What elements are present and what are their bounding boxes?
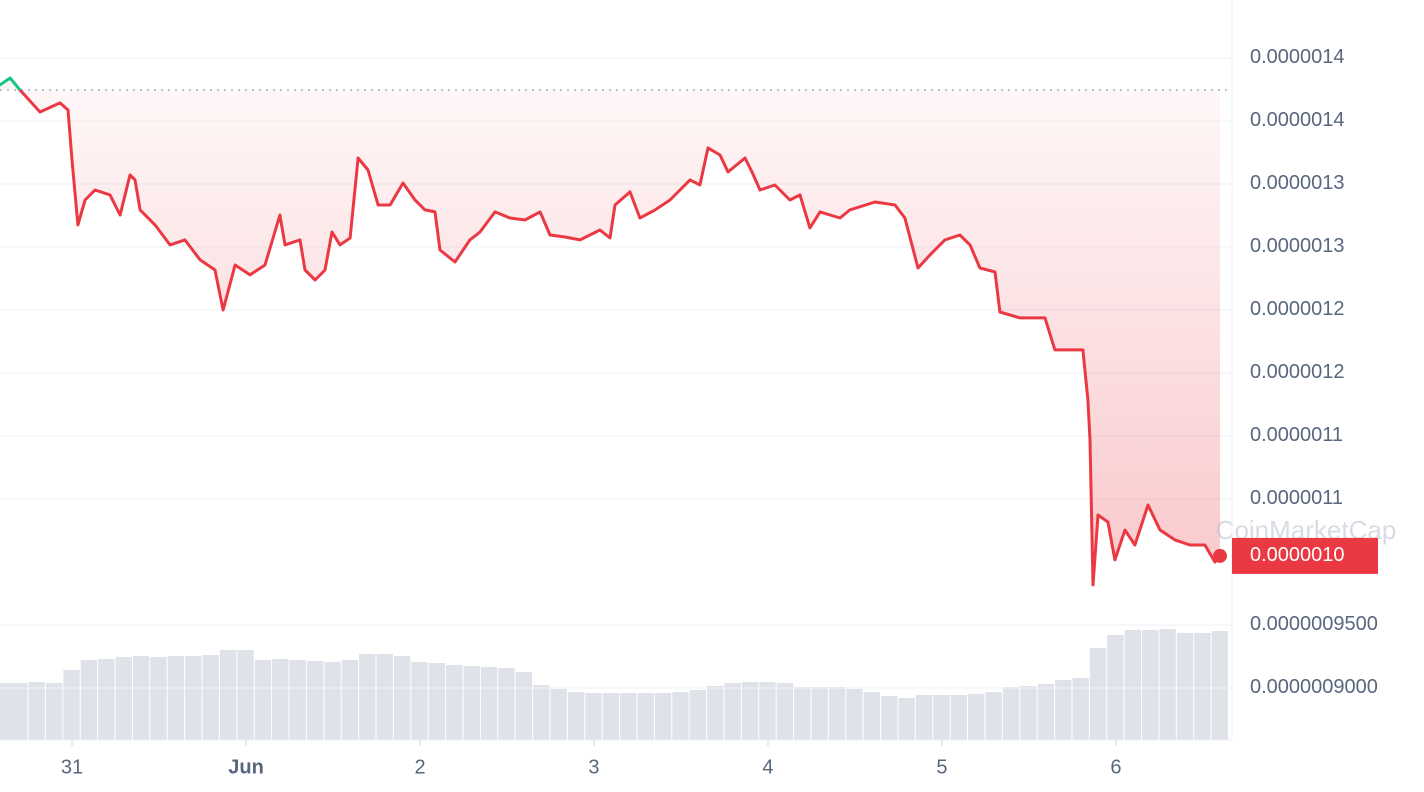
volume-bar — [463, 666, 480, 740]
volume-bar — [98, 659, 115, 740]
volume-layer — [0, 629, 1229, 740]
volume-bar — [567, 692, 585, 740]
volume-bar — [898, 698, 915, 740]
x-tick-label: 3 — [588, 756, 599, 778]
volume-bar — [446, 665, 463, 740]
y-tick-label: 0.0000012 — [1250, 361, 1345, 383]
volume-bar — [515, 672, 533, 740]
volume-bar — [167, 656, 185, 740]
volume-bar — [672, 692, 689, 740]
axis-layer: 0.0000014 0.0000014 0.0000013 0.0000013 0.00… — [0, 0, 1378, 778]
volume-bar — [724, 683, 741, 740]
volume-bar — [637, 693, 654, 740]
volume-bar — [811, 687, 828, 740]
volume-bar — [828, 687, 846, 740]
volume-bar — [80, 660, 98, 740]
volume-bar — [289, 660, 306, 740]
volume-bar — [63, 670, 80, 740]
volume-bar — [1072, 678, 1089, 740]
x-tick-label: 6 — [1110, 756, 1121, 778]
volume-bar — [1142, 630, 1159, 740]
y-tick-label: 0.0000011 — [1250, 487, 1343, 509]
volume-bar — [376, 654, 393, 740]
volume-bar — [707, 686, 724, 740]
volume-bar — [968, 694, 985, 740]
price-tag-label: 0.0000010 — [1250, 544, 1345, 566]
volume-bar — [202, 655, 219, 740]
volume-bar — [428, 663, 446, 740]
volume-bar — [185, 656, 202, 740]
volume-bar — [45, 683, 63, 740]
volume-bar — [1194, 633, 1211, 740]
volume-bar — [1037, 684, 1055, 740]
price-tag — [1232, 537, 1378, 574]
last-point — [1212, 548, 1227, 563]
y-tick-label: 0.0000013 — [1250, 172, 1345, 194]
volume-bar — [863, 692, 881, 740]
volume-bar — [985, 692, 1002, 740]
y-tick-label: 0.0000011 — [1250, 424, 1343, 446]
volume-bar — [950, 695, 968, 740]
volume-bar — [498, 668, 515, 740]
volume-bar — [654, 693, 672, 740]
area-layer — [0, 78, 1220, 585]
volume-bar — [480, 667, 498, 740]
volume-bar — [759, 682, 776, 740]
y-tick-label: 0.0000009000 — [1250, 676, 1378, 698]
volume-bar — [359, 654, 376, 740]
volume-bar — [1211, 631, 1229, 740]
price-line — [0, 76, 1222, 587]
volume-bar — [776, 683, 794, 740]
volume-bar — [132, 656, 150, 740]
volume-bar — [150, 657, 167, 740]
volume-bar — [741, 682, 759, 740]
volume-bar — [341, 660, 359, 740]
y-tick-label: 0.0000012 — [1250, 298, 1345, 320]
volume-bar — [533, 685, 550, 740]
volume-bar — [1176, 633, 1194, 740]
x-tick-label: 5 — [936, 756, 947, 778]
y-tick-label: 0.0000014 — [1250, 109, 1345, 131]
volume-bar — [1055, 680, 1072, 740]
x-tick-label: 2 — [414, 756, 425, 778]
x-tick-label: 31 — [61, 756, 83, 778]
volume-bar — [602, 693, 620, 740]
y-tick-label: 0.0000014 — [1250, 46, 1345, 68]
volume-bar — [846, 689, 863, 740]
volume-bar — [324, 662, 341, 740]
volume-bar — [689, 690, 707, 740]
volume-bar — [1020, 686, 1037, 740]
volume-bar — [393, 656, 411, 740]
x-tick-label: Jun — [228, 756, 264, 778]
volume-bar — [1124, 630, 1142, 740]
volume-bar — [550, 689, 567, 740]
volume-bar — [237, 650, 254, 740]
volume-bar — [254, 660, 272, 740]
volume-bar — [411, 662, 428, 740]
volume-bar — [11, 683, 28, 740]
volume-bar — [794, 687, 811, 740]
volume-bar — [1089, 648, 1107, 740]
x-tick-label: 4 — [762, 756, 773, 778]
y-tick-label: 0.0000013 — [1250, 235, 1345, 257]
volume-bar — [219, 650, 237, 740]
line-layer — [0, 76, 1227, 587]
volume-bar — [620, 693, 637, 740]
volume-bar — [28, 682, 45, 740]
volume-bar — [881, 696, 898, 740]
volume-bar — [933, 695, 950, 740]
volume-bar — [306, 661, 324, 740]
volume-bar — [1002, 687, 1020, 740]
y-tick-label: 0.0000009500 — [1250, 613, 1378, 635]
price-area — [0, 78, 1220, 585]
volume-bar — [115, 657, 132, 740]
volume-bar — [915, 695, 933, 740]
volume-bar — [272, 659, 289, 740]
volume-bar — [1159, 629, 1176, 740]
volume-bar — [585, 693, 602, 740]
